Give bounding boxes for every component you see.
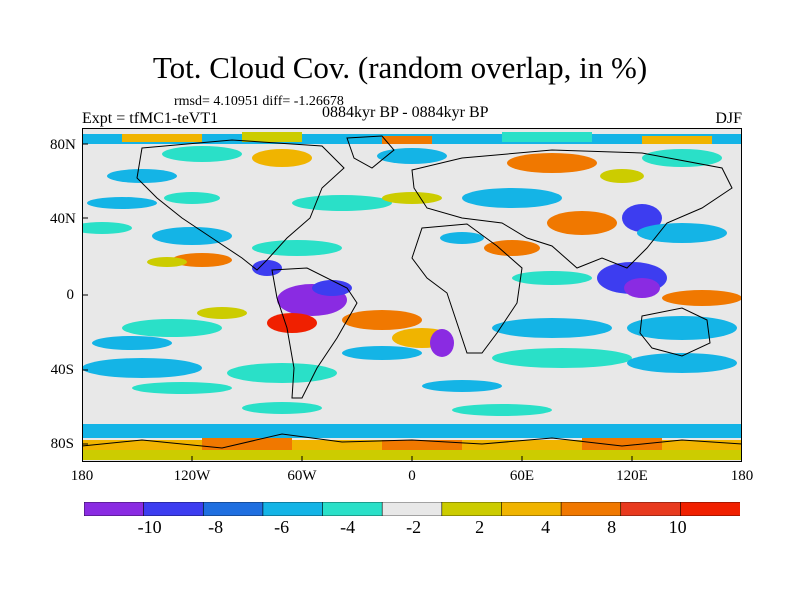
season-label: DJF [715,110,742,127]
north-america-outline [136,139,345,271]
colorbar-swatch [560,502,622,516]
colorbar-label-minus-8: -8 [208,517,224,537]
colorbar-swatch [84,502,145,516]
lon-label-180-west: 180 [70,468,94,484]
colorbar-swatch [322,502,383,516]
experiment-label: Expt = tfMC1-teVT1 [82,110,219,127]
lon-label-60w: 60W [287,468,317,484]
antarctic-field [82,402,742,460]
colorbar-swatch [680,502,740,516]
colorbar-label-8: 8 [607,517,617,537]
lon-label-120w: 120W [173,468,211,484]
plot-title: Tot. Cloud Cov. (random overlap, in %) [152,50,648,85]
colorbar-label-4: 4 [541,517,551,537]
period-label: 0884kyr BP - 0884kyr BP [322,104,489,121]
colorbar-label-2: 2 [475,517,485,537]
antarctica-outline [82,433,742,449]
colorbar-label-10: 10 [668,517,687,537]
lon-label-0: 0 [408,468,416,484]
south-america-outline [271,267,358,399]
colorbar-swatch [381,502,443,516]
lat-label-40n: 40N [50,211,76,227]
colorbar-label-minus-6: -6 [274,517,290,537]
eurasia-outline [411,149,733,269]
lon-label-180-east: 180 [730,468,754,484]
africa-outline [411,223,523,354]
colorbar-swatch [620,502,681,516]
south-midlat-field [82,346,737,394]
colorbar-swatch [501,502,562,516]
colorbar [84,502,740,516]
stats-label: rmsd= 4.10951 diff= -1.26678 [174,94,344,109]
lon-label-60e: 60E [509,468,535,484]
colorbar-swatch [441,502,503,516]
north-midlat-field [82,188,727,267]
map-ticks [82,143,633,462]
colorbar-label-minus-4: -4 [340,517,356,537]
colorbar-swatch [143,502,204,516]
colorbar-swatch [262,502,324,516]
arctic-field [82,132,742,183]
lat-label-80s: 80S [50,436,74,452]
colorbar-swatch [202,502,264,516]
tropical-field [92,260,742,357]
australia-outline [639,307,711,357]
lat-label-0: 0 [66,287,75,303]
greenland-outline [346,135,395,169]
lon-label-120e: 120E [616,468,648,484]
lat-label-80n: 80N [50,137,76,153]
colorbar-label-minus-10: -10 [137,517,162,537]
lat-label-40s: 40S [50,362,74,378]
cloud-cover-map [82,128,742,462]
coastlines [82,135,742,449]
colorbar-label-minus-2: -2 [406,517,422,537]
